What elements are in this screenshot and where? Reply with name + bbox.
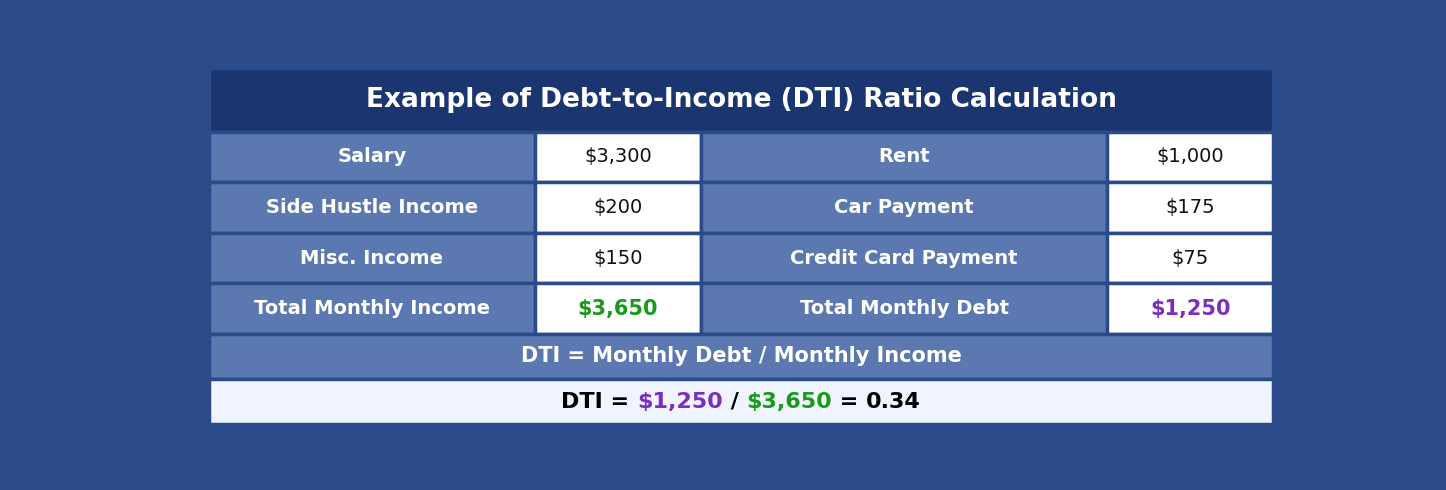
Text: $75: $75 [1171,248,1209,268]
Bar [208,132,535,182]
Bar [208,233,535,283]
Text: $1,250: $1,250 [638,392,723,412]
Text: $3,300: $3,300 [584,147,652,167]
Text: Example of Debt-to-Income (DTI) Ratio Calculation: Example of Debt-to-Income (DTI) Ratio Ca… [366,87,1116,113]
Text: DTI =: DTI = [561,392,638,412]
Text: $175: $175 [1165,198,1215,217]
Text: $3,650: $3,650 [578,298,658,318]
Text: $3,650: $3,650 [746,392,831,412]
Bar [701,182,1108,233]
Text: Car Payment: Car Payment [834,198,975,217]
Text: $150: $150 [593,248,643,268]
Text: $200: $200 [593,198,642,217]
Text: =: = [831,392,866,412]
Text: /: / [723,392,746,412]
Bar [1108,283,1274,334]
Bar [535,233,701,283]
Text: Total Monthly Income: Total Monthly Income [254,299,490,318]
Text: Salary: Salary [337,147,406,167]
Bar [208,334,1274,379]
Bar [208,283,535,334]
Text: $1,250: $1,250 [1150,298,1231,318]
Bar [1108,182,1274,233]
Text: Rent: Rent [878,147,930,167]
Text: Misc. Income: Misc. Income [301,248,444,268]
Text: Total Monthly Debt: Total Monthly Debt [800,299,1009,318]
Bar [208,182,535,233]
Bar [701,283,1108,334]
Text: $1,000: $1,000 [1157,147,1225,167]
Bar [208,379,1274,424]
Bar [535,283,701,334]
Bar [535,182,701,233]
Bar [701,132,1108,182]
Bar [1108,233,1274,283]
Text: DTI = Monthly Debt / Monthly Income: DTI = Monthly Debt / Monthly Income [521,346,962,367]
Bar [208,68,1274,132]
Text: 0.34: 0.34 [866,392,921,412]
Bar [1108,132,1274,182]
Bar [535,132,701,182]
Bar [701,233,1108,283]
Text: Side Hustle Income: Side Hustle Income [266,198,479,217]
Text: Credit Card Payment: Credit Card Payment [791,248,1018,268]
